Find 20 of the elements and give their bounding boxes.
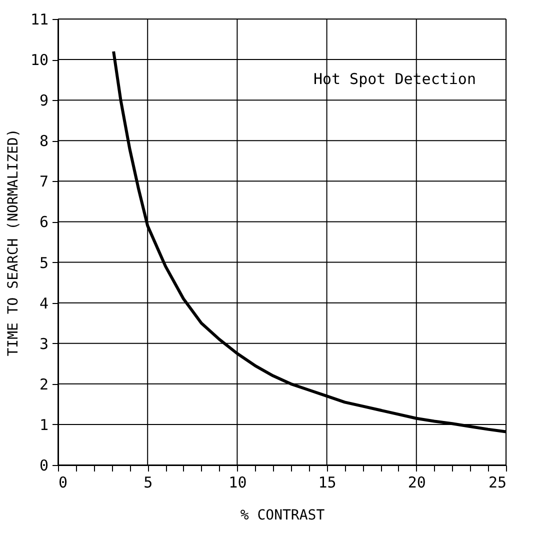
y-tick-label: 4 (39, 294, 48, 312)
x-tick-label: 10 (228, 474, 247, 492)
x-tick-label: 0 (58, 474, 68, 492)
x-tick-label: 5 (144, 474, 153, 492)
y-tick-label: 6 (39, 213, 48, 232)
y-tick-label: 9 (39, 92, 48, 110)
x-tick-label: 20 (408, 474, 426, 492)
y-tick-label: 2 (39, 375, 48, 394)
y-axis-title: TIME TO SEARCH (NORMALIZED) (5, 128, 22, 356)
y-tick-label: 0 (39, 456, 48, 474)
y-tick-label: 7 (39, 172, 48, 191)
x-axis-title: % CONTRAST (240, 508, 326, 524)
y-tick-label: 10 (30, 51, 48, 70)
x-tick-label: 15 (318, 474, 336, 492)
y-tick-label: 11 (30, 10, 48, 28)
y-tick-label: 8 (39, 132, 48, 150)
y-tick-label: 1 (39, 416, 48, 434)
y-tick-label: 3 (39, 334, 48, 353)
x-tick-label: 25 (488, 474, 506, 492)
y-tick-label: 5 (39, 254, 48, 272)
